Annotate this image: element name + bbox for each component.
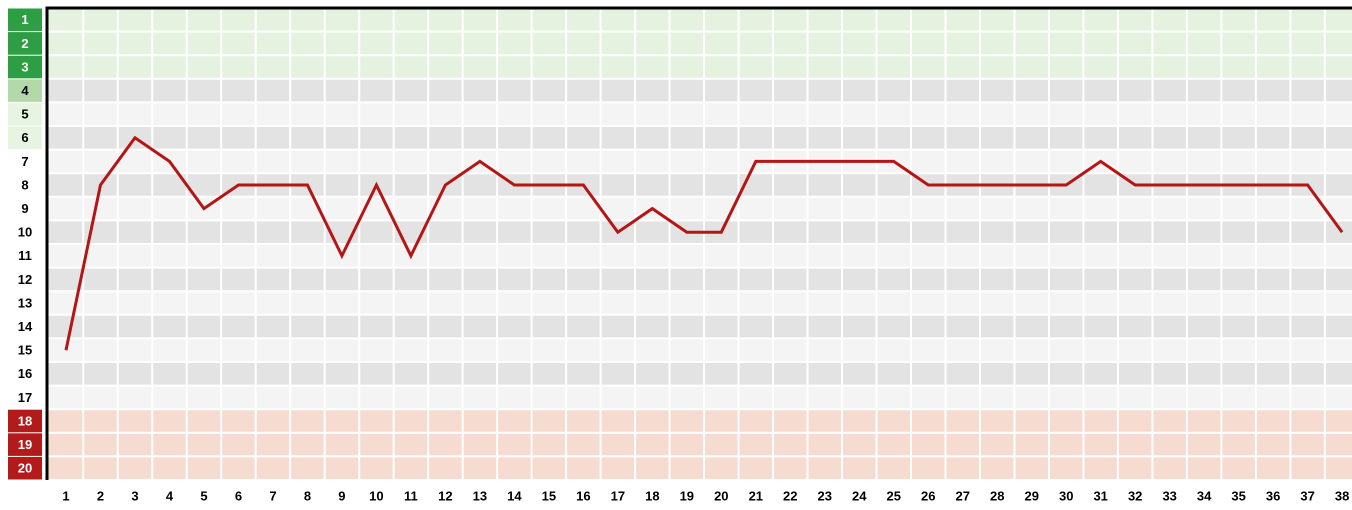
- row-band: [47, 149, 1352, 174]
- x-tick-label: 32: [1128, 488, 1142, 503]
- x-tick-label: 29: [1024, 488, 1038, 503]
- x-tick-label: 33: [1162, 488, 1176, 503]
- x-tick-label: 35: [1231, 488, 1245, 503]
- y-tick-label: 20: [18, 461, 32, 476]
- row-band: [47, 244, 1352, 268]
- y-tick-label: 10: [18, 225, 32, 240]
- y-tick-label: 6: [21, 130, 28, 145]
- x-tick-label: 3: [131, 488, 138, 503]
- x-tick-label: 20: [714, 488, 728, 503]
- y-tick-label: 5: [21, 107, 28, 122]
- x-tick-label: 26: [921, 488, 935, 503]
- row-band: [47, 291, 1352, 315]
- row-band: [47, 432, 1352, 457]
- y-tick-label: 18: [18, 413, 32, 428]
- x-tick-label: 15: [542, 488, 556, 503]
- x-tick-label: 22: [783, 488, 797, 503]
- y-label-bg: [8, 55, 42, 79]
- y-tick-label: 12: [18, 272, 32, 287]
- y-tick-label: 7: [21, 154, 28, 169]
- row-band: [47, 31, 1352, 56]
- y-tick-label: 9: [21, 201, 28, 216]
- x-tick-label: 8: [304, 488, 311, 503]
- y-label-bg: [8, 268, 42, 291]
- y-tick-label: 14: [18, 319, 33, 334]
- y-tick-label: 13: [18, 295, 32, 310]
- x-tick-label: 27: [956, 488, 970, 503]
- y-label-bg: [8, 220, 42, 244]
- row-band: [47, 314, 1352, 339]
- x-tick-label: 7: [269, 488, 276, 503]
- x-tick-label: 21: [749, 488, 763, 503]
- row-band: [47, 362, 1352, 386]
- x-tick-label: 1: [62, 488, 69, 503]
- position-line: [64, 135, 1344, 351]
- y-label-bg: [8, 362, 42, 386]
- row-band: [47, 78, 1352, 103]
- y-tick-label: 15: [18, 343, 32, 358]
- y-tick-label: 17: [18, 390, 32, 405]
- y-label-bg: [8, 126, 42, 150]
- y-label-bg: [8, 173, 42, 197]
- x-tick-label: 25: [887, 488, 901, 503]
- y-tick-label: 4: [21, 83, 29, 98]
- x-tick-label: 37: [1300, 488, 1314, 503]
- row-band: [47, 196, 1352, 221]
- x-tick-label: 12: [438, 488, 452, 503]
- row-band: [47, 102, 1352, 126]
- y-tick-label: 16: [18, 366, 32, 381]
- y-label-bg: [8, 409, 42, 433]
- row-band: [47, 338, 1352, 362]
- y-label-bg: [8, 8, 42, 32]
- y-label-bg: [8, 244, 42, 268]
- y-label-bg: [8, 150, 42, 173]
- x-tick-label: 36: [1266, 488, 1280, 503]
- y-label-bg: [8, 433, 42, 456]
- x-tick-label: 18: [645, 488, 659, 503]
- row-band: [47, 55, 1352, 79]
- y-tick-label: 1: [21, 12, 28, 27]
- x-tick-label: 34: [1197, 488, 1212, 503]
- y-tick-label: 3: [21, 59, 28, 74]
- x-tick-label: 16: [576, 488, 590, 503]
- x-tick-label: 4: [166, 488, 174, 503]
- y-label-bg: [8, 456, 42, 480]
- x-tick-label: 31: [1093, 488, 1107, 503]
- row-band: [47, 267, 1352, 292]
- row-band: [47, 385, 1352, 410]
- row-band: [47, 409, 1352, 433]
- y-tick-label: 8: [21, 177, 28, 192]
- y-label-bg: [8, 386, 42, 409]
- x-tick-label: 23: [818, 488, 832, 503]
- y-label-bg: [8, 315, 42, 338]
- x-tick-label: 19: [680, 488, 694, 503]
- x-tick-label: 28: [990, 488, 1004, 503]
- y-label-bg: [8, 197, 42, 220]
- x-tick-label: 17: [611, 488, 625, 503]
- x-tick-label: 9: [338, 488, 345, 503]
- y-label-bg: [8, 32, 42, 55]
- x-tick-label: 2: [97, 488, 104, 503]
- y-tick-label: 19: [18, 437, 32, 452]
- x-tick-label: 14: [507, 488, 522, 503]
- y-label-bg: [8, 79, 42, 102]
- row-band: [47, 126, 1352, 150]
- y-label-bg: [8, 338, 42, 362]
- row-band: [47, 8, 1352, 32]
- y-tick-label: 11: [18, 248, 32, 263]
- y-label-bg: [8, 102, 42, 126]
- y-label-bg: [8, 291, 42, 315]
- row-band: [47, 456, 1352, 480]
- x-tick-label: 5: [200, 488, 207, 503]
- x-tick-label: 24: [852, 488, 867, 503]
- x-tick-label: 11: [404, 488, 418, 503]
- x-tick-label: 38: [1335, 488, 1349, 503]
- x-tick-label: 6: [235, 488, 242, 503]
- x-tick-label: 30: [1059, 488, 1073, 503]
- x-tick-label: 13: [473, 488, 487, 503]
- y-tick-label: 2: [21, 36, 28, 51]
- x-tick-label: 10: [369, 488, 383, 503]
